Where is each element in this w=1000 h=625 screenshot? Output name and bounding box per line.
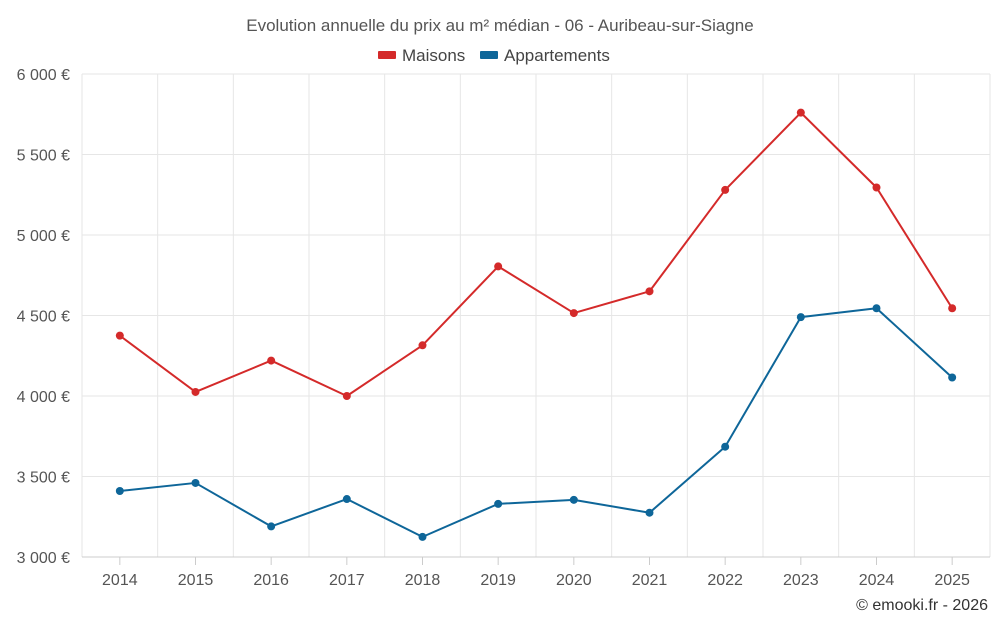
x-tick-label: 2015 (178, 572, 214, 589)
credit-text[interactable]: © emooki.fr - 2026 (856, 597, 988, 614)
axes: 3 000 € 3 500 € 4 000 € 4 500 € 5 000 € 5 500… (17, 67, 990, 589)
x-tick-label: 2020 (556, 572, 592, 589)
series-group (115, 108, 957, 541)
data-point-appartements-2023[interactable] (796, 313, 805, 322)
data-point-appartements-2014[interactable] (115, 486, 124, 495)
x-tick-label: 2019 (480, 572, 516, 589)
series-line-appartements[interactable] (119, 307, 953, 538)
y-tick-label: 5 500 € (17, 148, 70, 165)
x-tick-label: 2023 (783, 572, 819, 589)
data-point-maisons-2023[interactable] (796, 108, 805, 117)
x-tick-label: 2021 (632, 572, 668, 589)
grid (81, 73, 991, 558)
y-tick-label: 5 000 € (17, 228, 70, 245)
data-point-maisons-2020[interactable] (569, 309, 578, 318)
legend-label-maisons: Maisons (402, 46, 465, 65)
legend-item-appartements[interactable]: Appartements (480, 46, 610, 65)
data-point-appartements-2022[interactable] (721, 442, 730, 451)
data-point-appartements-2019[interactable] (494, 499, 503, 508)
chart-title: Evolution annuelle du prix au m² médian … (246, 16, 753, 35)
data-point-appartements-2018[interactable] (418, 532, 427, 541)
x-tick-label: 2018 (405, 572, 441, 589)
data-point-maisons-2015[interactable] (191, 387, 200, 396)
data-point-appartements-2025[interactable] (948, 373, 957, 382)
data-point-maisons-2021[interactable] (645, 287, 654, 296)
x-tick-label: 2025 (934, 572, 970, 589)
data-point-appartements-2020[interactable] (569, 495, 578, 504)
legend-swatch-appartements (480, 51, 498, 59)
legend: Maisons Appartements (378, 46, 610, 65)
legend-label-appartements: Appartements (504, 46, 610, 65)
y-tick-label: 6 000 € (17, 67, 70, 84)
x-tick-label: 2016 (253, 572, 289, 589)
data-point-appartements-2021[interactable] (645, 508, 654, 517)
legend-swatch-maisons (378, 51, 396, 59)
data-point-appartements-2016[interactable] (267, 522, 276, 531)
data-point-maisons-2025[interactable] (948, 304, 957, 313)
data-point-maisons-2017[interactable] (342, 392, 351, 400)
x-tick-label: 2024 (859, 572, 895, 589)
data-point-maisons-2016[interactable] (267, 356, 276, 365)
data-point-maisons-2024[interactable] (872, 183, 881, 192)
y-tick-label: 4 000 € (17, 389, 70, 406)
data-point-appartements-2017[interactable] (342, 495, 351, 504)
data-point-maisons-2014[interactable] (115, 331, 124, 340)
legend-item-maisons[interactable]: Maisons (378, 46, 465, 65)
data-point-appartements-2015[interactable] (191, 478, 200, 487)
data-point-maisons-2022[interactable] (721, 185, 730, 194)
x-tick-label: 2014 (102, 572, 138, 589)
y-tick-label: 4 500 € (17, 309, 70, 326)
x-tick-label: 2022 (707, 572, 743, 589)
y-tick-label: 3 000 € (17, 550, 70, 567)
data-point-appartements-2024[interactable] (872, 304, 881, 313)
data-point-maisons-2019[interactable] (494, 262, 503, 271)
series-line-maisons[interactable] (119, 111, 954, 397)
data-point-maisons-2018[interactable] (418, 341, 427, 350)
y-tick-label: 3 500 € (17, 470, 70, 487)
x-tick-label: 2017 (329, 572, 365, 589)
